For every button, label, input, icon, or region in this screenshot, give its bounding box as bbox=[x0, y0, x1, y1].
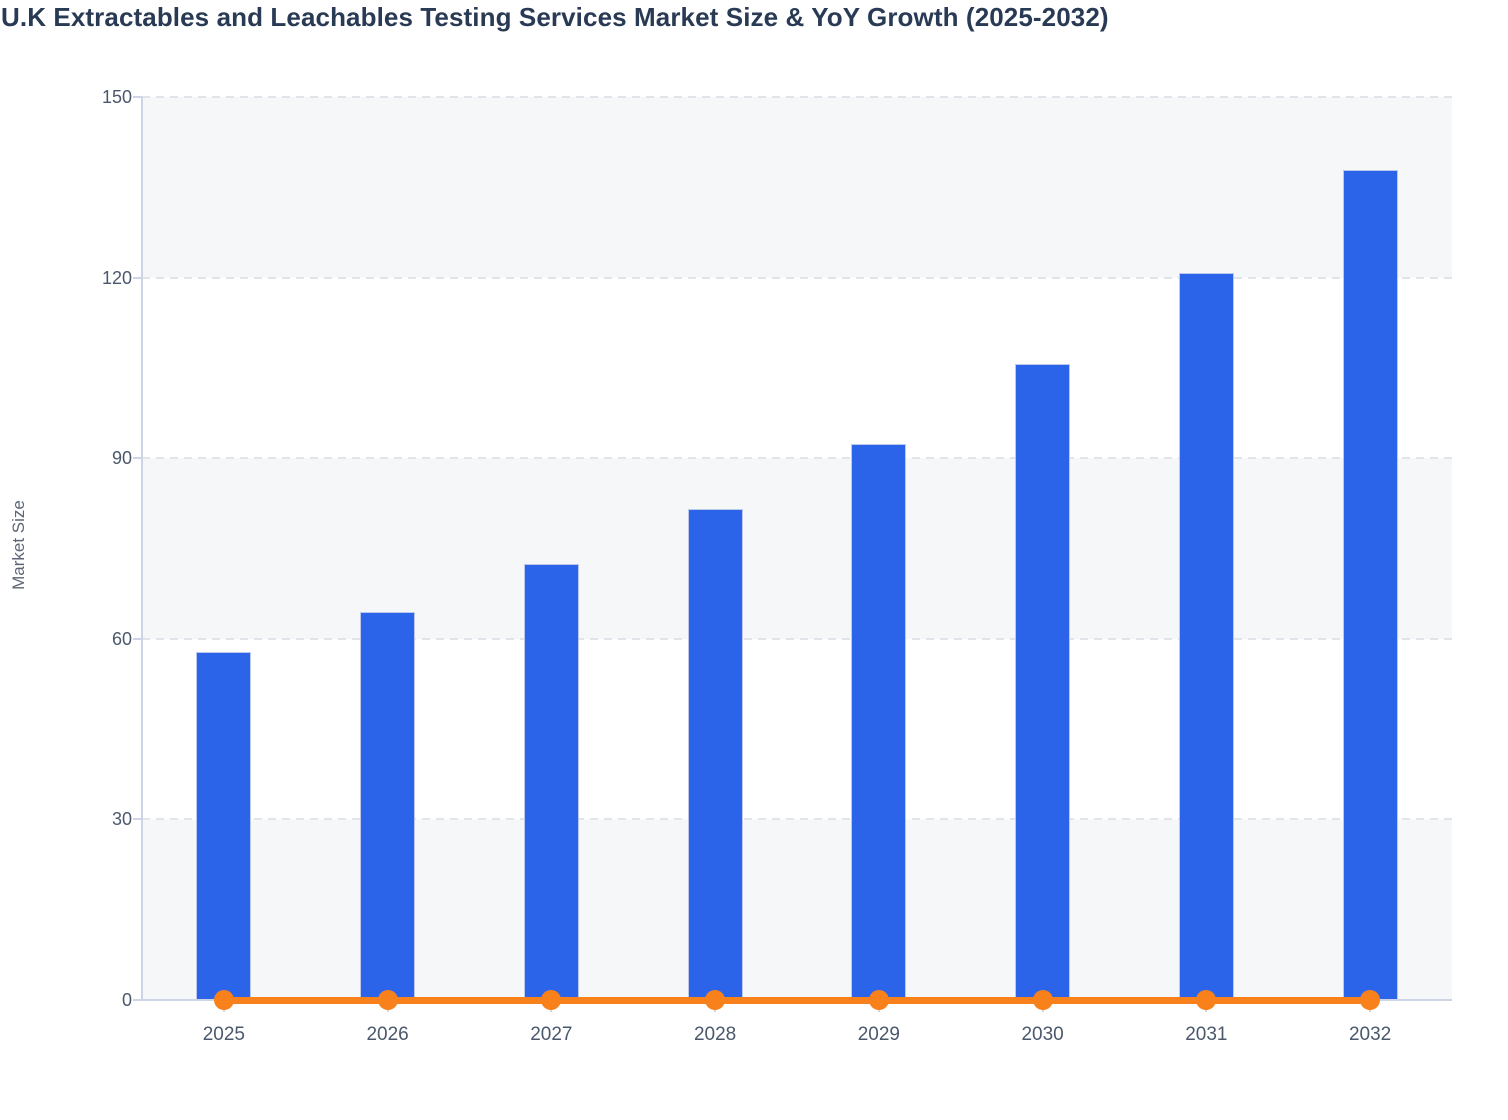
y-tick-120 bbox=[133, 276, 142, 279]
bar-2031[interactable] bbox=[1178, 272, 1234, 1000]
x-tick-label-2027: 2027 bbox=[530, 1024, 573, 1045]
yoy-marker-2026[interactable] bbox=[377, 990, 398, 1010]
y-axis-title: Market Size bbox=[9, 500, 28, 590]
yoy-marker-2027[interactable] bbox=[541, 990, 562, 1010]
bar-2028[interactable] bbox=[687, 509, 743, 1000]
gridline-60 bbox=[142, 637, 1452, 640]
x-tick-label-2026: 2026 bbox=[366, 1024, 409, 1045]
yoy-marker-2029[interactable] bbox=[868, 990, 889, 1010]
bar-2032[interactable] bbox=[1342, 169, 1398, 1000]
bar-2025[interactable] bbox=[196, 652, 252, 1000]
gridline-120 bbox=[142, 276, 1452, 279]
x-tick-label-2030: 2030 bbox=[1021, 1024, 1064, 1045]
x-tick-label-2028: 2028 bbox=[693, 1024, 737, 1045]
bar-2027[interactable] bbox=[523, 564, 579, 1000]
y-tick-90 bbox=[133, 457, 142, 460]
y-tick-30 bbox=[133, 818, 142, 821]
x-tick-label-2029: 2029 bbox=[857, 1024, 901, 1045]
plot-area bbox=[142, 97, 1452, 1000]
yoy-marker-2030[interactable] bbox=[1032, 990, 1053, 1010]
yoy-marker-2032[interactable] bbox=[1360, 990, 1381, 1010]
x-tick-label-2031: 2031 bbox=[1185, 1024, 1228, 1045]
bar-2029[interactable] bbox=[851, 443, 907, 1000]
yoy-marker-2031[interactable] bbox=[1196, 990, 1217, 1010]
gridline-90 bbox=[142, 457, 1452, 460]
gridline-30 bbox=[142, 818, 1452, 821]
x-tick-label-2032: 2032 bbox=[1348, 1024, 1392, 1045]
y-tick-60 bbox=[133, 637, 142, 640]
bar-2026[interactable] bbox=[360, 611, 416, 1000]
y-tick-label-60: 60 bbox=[111, 628, 132, 649]
gridline-150 bbox=[142, 96, 1452, 98]
y-tick-label-120: 120 bbox=[101, 267, 132, 288]
yoy-growth-line[interactable] bbox=[223, 996, 1371, 1004]
x-tick-label-2025: 2025 bbox=[202, 1024, 246, 1045]
y-tick-label-0: 0 bbox=[121, 990, 132, 1010]
yoy-marker-2028[interactable] bbox=[705, 990, 726, 1010]
y-axis-line bbox=[141, 97, 143, 1000]
bar-2030[interactable] bbox=[1015, 364, 1071, 1000]
y-tick-0 bbox=[133, 999, 142, 1001]
chart-title: U.K Extractables and Leachables Testing … bbox=[1, 2, 1109, 32]
y-tick-label-90: 90 bbox=[111, 448, 132, 469]
y-tick-label-150: 150 bbox=[101, 87, 132, 107]
y-tick-150 bbox=[133, 96, 142, 98]
y-tick-label-30: 30 bbox=[111, 809, 132, 830]
yoy-marker-2025[interactable] bbox=[213, 990, 234, 1010]
